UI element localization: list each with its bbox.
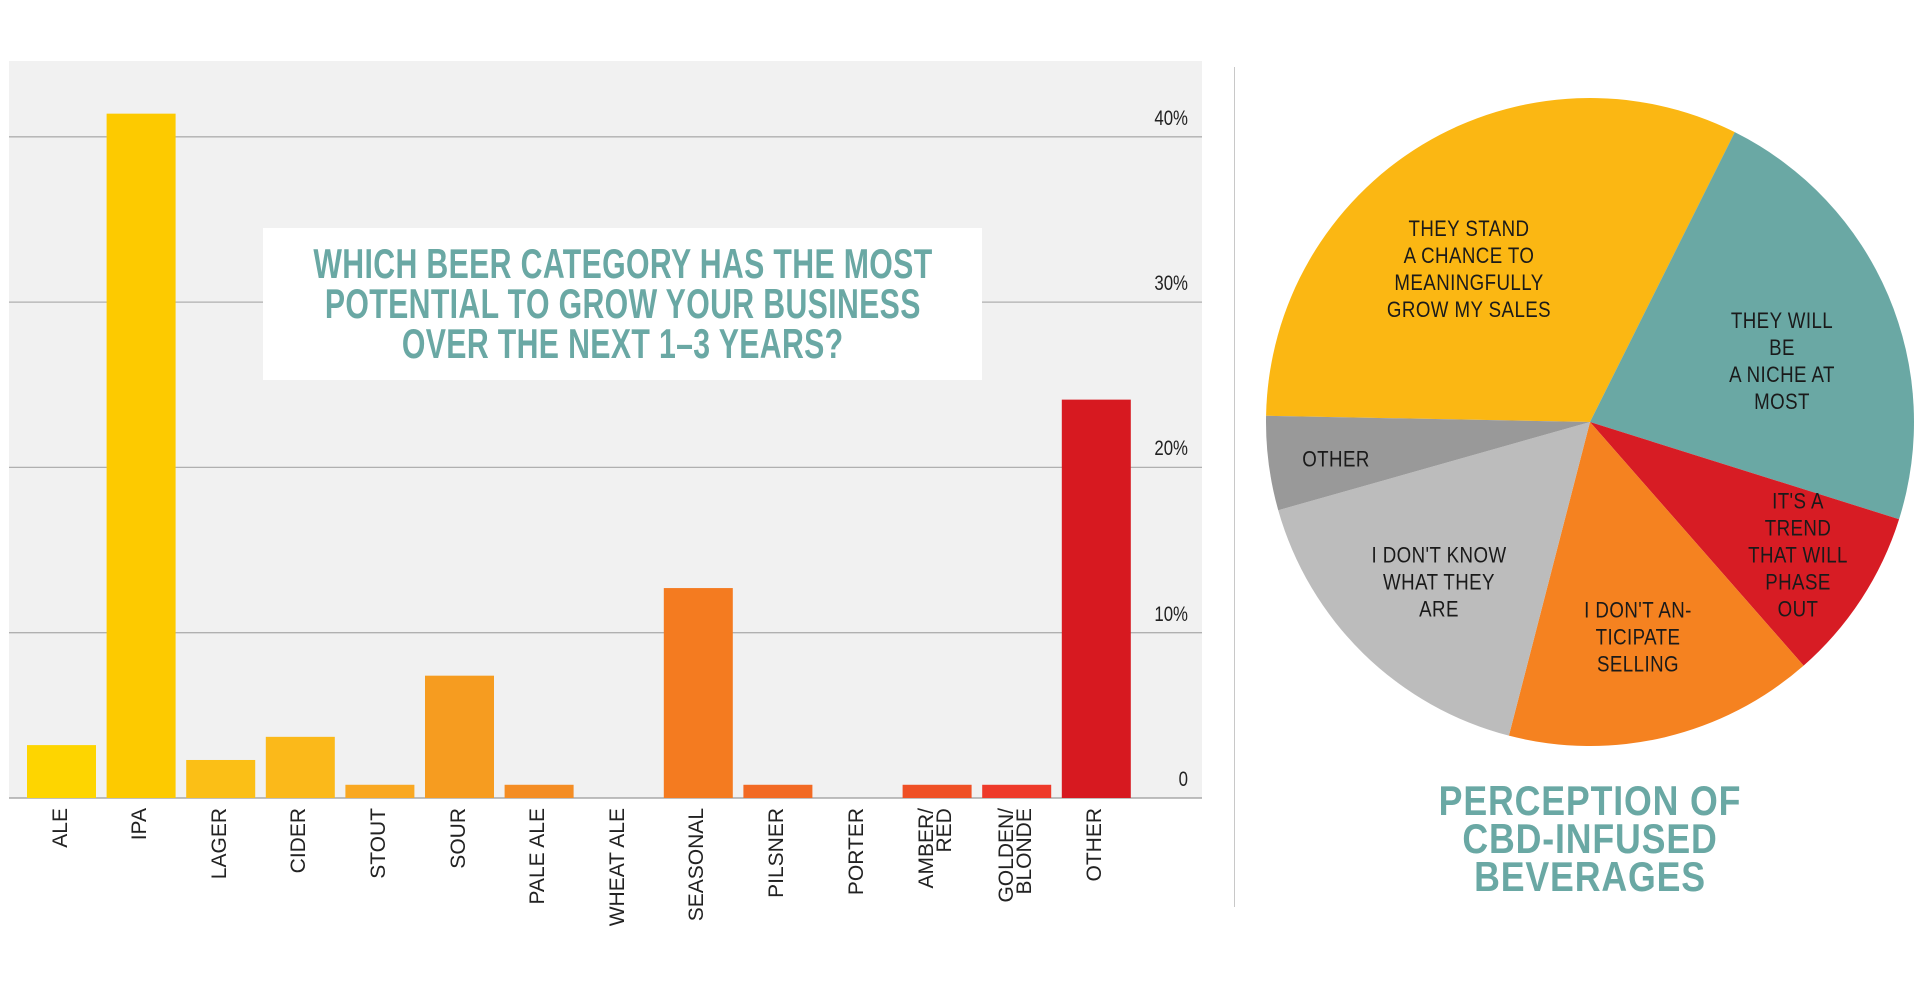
pie-chart-title: PERCEPTION OF CBD-INFUSED BEVERAGES (1420, 777, 1760, 900)
bar-lager (186, 759, 256, 798)
bar-seasonal (663, 588, 733, 798)
bar-amber-red (902, 784, 972, 798)
bar-other (1061, 399, 1131, 798)
pie-slice-label: THEY WILL BE A NICHE AT MOST (1729, 308, 1835, 414)
pie-title-line: CBD-INFUSED (1462, 815, 1718, 862)
pie-title-line: BEVERAGES (1474, 853, 1706, 900)
pie-slice (1590, 132, 1914, 520)
y-tick-label: 20% (1154, 437, 1188, 461)
pie-slice-label: I DON'T AN- TICIPATE SELLING (1584, 597, 1692, 677)
pie-slice (1266, 98, 1735, 423)
bar-title-line: OVER THE NEXT 1–3 YEARS? (401, 320, 844, 367)
pie-slice-label: OTHER (1302, 446, 1370, 472)
pie-slice (1278, 422, 1590, 736)
bar-golden-blonde (982, 784, 1052, 798)
bar-pilsner (743, 784, 813, 798)
pie-slice-label: THEY STAND A CHANCE TO MEANINGFULLY GROW… (1386, 216, 1552, 322)
pie-slice (1508, 422, 1804, 746)
y-tick-label: 40% (1154, 106, 1188, 130)
pie-title-line: PERCEPTION OF (1438, 777, 1742, 824)
y-tick-label: 10% (1154, 602, 1188, 626)
bar-title-line: POTENTIAL TO GROW YOUR BUSINESS (324, 280, 921, 327)
bar-chart (9, 61, 1202, 799)
bar-cider (265, 736, 335, 798)
divider (1234, 67, 1235, 907)
y-tick-label: 30% (1154, 272, 1188, 296)
bar-pale-ale (504, 784, 574, 798)
pie-slice-label: IT'S A TREND THAT WILL PHASE OUT (1748, 488, 1848, 622)
bar-ale (27, 745, 96, 798)
bar-title-line: WHICH BEER CATEGORY HAS THE MOST (312, 240, 933, 287)
y-tick-label: 0 (1178, 768, 1188, 791)
bar-ipa (106, 113, 176, 798)
pie-slice (1590, 422, 1900, 666)
pie-slice (1266, 415, 1590, 511)
bar-stout (345, 784, 415, 798)
pie-slice-label: I DON'T KNOW WHAT THEY ARE (1371, 542, 1507, 622)
bar-chart-title: WHICH BEER CATEGORY HAS THE MOST POTENTI… (263, 228, 982, 380)
bar-sour (425, 675, 494, 798)
plot-background (9, 61, 1202, 798)
